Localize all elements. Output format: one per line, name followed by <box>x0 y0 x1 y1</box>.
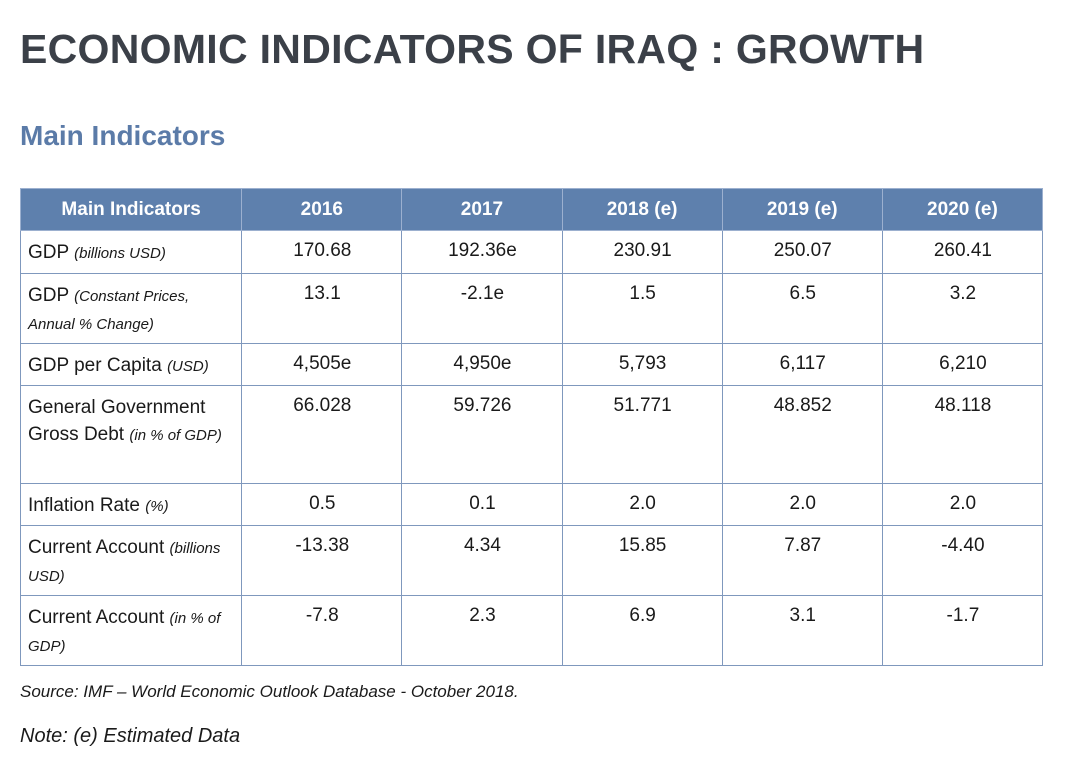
table-cell: -2.1e <box>401 273 563 344</box>
table-cell: 3.2 <box>881 273 1044 344</box>
row-unit: (%) <box>145 498 169 515</box>
table-cell: 15.85 <box>561 525 723 596</box>
source-note: Source: IMF – World Economic Outlook Dat… <box>20 682 519 701</box>
row-label: GDP <box>28 242 69 263</box>
table-cell: 4.34 <box>401 525 563 596</box>
section-title: Main Indicators <box>20 120 226 151</box>
table-cell: 59.726 <box>401 385 563 484</box>
row-label: Inflation Rate <box>28 495 140 516</box>
table-cell: 2.0 <box>721 483 883 526</box>
table-cell: -1.7 <box>881 595 1044 666</box>
table-cell: -7.8 <box>241 595 403 666</box>
table-cell: 7.87 <box>721 525 883 596</box>
table-row: Current Account (in % of GDP) -7.8 2.3 6… <box>19 595 1044 666</box>
table-cell: 6.9 <box>561 595 723 666</box>
row-label-cell: Inflation Rate (%) <box>19 483 243 526</box>
row-unit: (billions USD) <box>28 540 221 585</box>
table-cell: 0.1 <box>401 483 563 526</box>
table-cell: 2.3 <box>401 595 563 666</box>
row-unit: (in % of GDP) <box>129 427 222 444</box>
row-label: GDP per Capita <box>28 355 162 376</box>
table-cell: 2.0 <box>881 483 1044 526</box>
table-cell: 2.0 <box>561 483 723 526</box>
table-cell: 192.36e <box>401 230 563 274</box>
table-cell: -13.38 <box>241 525 403 596</box>
page-title: ECONOMIC INDICATORS OF IRAQ : GROWTH <box>20 26 925 72</box>
table-row: GDP per Capita (USD) 4,505e 4,950e 5,793… <box>19 343 1044 386</box>
table-cell: 1.5 <box>561 273 723 344</box>
row-label-cell: GDP (billions USD) <box>19 230 243 274</box>
table-cell: 51.771 <box>561 385 723 484</box>
column-header-2016: 2016 <box>241 188 403 231</box>
column-header-2017: 2017 <box>401 188 563 231</box>
row-label-cell: GDP (Constant Prices, Annual % Change) <box>19 273 243 344</box>
row-unit: (in % of GDP) <box>28 610 221 655</box>
table-cell: 48.852 <box>721 385 883 484</box>
column-header-2020: 2020 (e) <box>881 188 1044 231</box>
table-cell: 260.41 <box>881 230 1044 274</box>
row-label-cell: Current Account (billions USD) <box>19 525 243 596</box>
table-cell: 4,950e <box>401 343 563 386</box>
table-cell: 66.028 <box>241 385 403 484</box>
table-row: Current Account (billions USD) -13.38 4.… <box>19 525 1044 596</box>
row-unit: (Constant Prices, Annual % Change) <box>28 288 190 333</box>
row-label: General Government Gross Debt <box>28 397 206 445</box>
indicators-table: Main Indicators 2016 2017 2018 (e) 2019 … <box>19 188 1044 666</box>
table-cell: 250.07 <box>721 230 883 274</box>
table-cell: 0.5 <box>241 483 403 526</box>
table-cell: 5,793 <box>561 343 723 386</box>
row-label-cell: General Government Gross Debt (in % of G… <box>19 385 243 484</box>
table-cell: 6,210 <box>881 343 1044 386</box>
table-row: General Government Gross Debt (in % of G… <box>19 385 1044 484</box>
row-label: Current Account <box>28 537 165 558</box>
table-cell: 230.91 <box>561 230 723 274</box>
table-cell: 6.5 <box>721 273 883 344</box>
estimate-note: Note: (e) Estimated Data <box>20 725 241 747</box>
table-cell: 13.1 <box>241 273 403 344</box>
row-unit: (billions USD) <box>74 245 166 262</box>
column-header-2018: 2018 (e) <box>561 188 723 231</box>
table-cell: 4,505e <box>241 343 403 386</box>
table-cell: 48.118 <box>881 385 1044 484</box>
column-header-2019: 2019 (e) <box>721 188 883 231</box>
column-header-indicator: Main Indicators <box>19 188 243 231</box>
table-cell: 170.68 <box>241 230 403 274</box>
table-cell: 6,117 <box>721 343 883 386</box>
row-label-cell: Current Account (in % of GDP) <box>19 595 243 666</box>
table-cell: -4.40 <box>881 525 1044 596</box>
row-label: Current Account <box>28 607 165 628</box>
row-label: GDP <box>28 285 69 306</box>
table-row: Inflation Rate (%) 0.5 0.1 2.0 2.0 2.0 <box>19 483 1044 526</box>
row-unit: (USD) <box>167 358 209 375</box>
table-cell: 3.1 <box>721 595 883 666</box>
row-label-cell: GDP per Capita (USD) <box>19 343 243 386</box>
table-row: GDP (billions USD) 170.68 192.36e 230.91… <box>19 230 1044 274</box>
table-row: GDP (Constant Prices, Annual % Change) 1… <box>19 273 1044 344</box>
table-header-row: Main Indicators 2016 2017 2018 (e) 2019 … <box>19 188 1044 231</box>
